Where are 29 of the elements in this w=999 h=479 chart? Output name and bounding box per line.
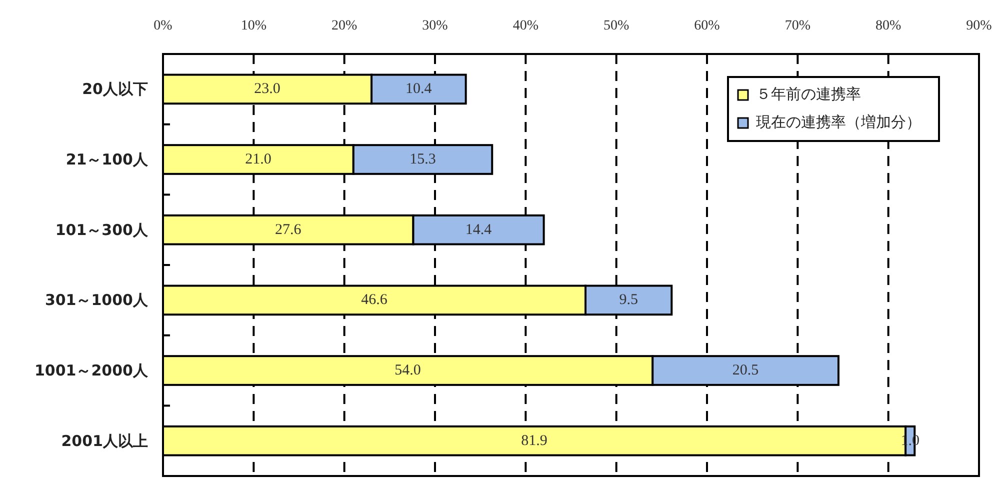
legend-label: 現在の連携率（増加分） [756,114,921,131]
y-tick-label: 301～1000人 [44,291,149,310]
legend-label: ５年前の連携率 [756,86,861,103]
data-label: 27.6 [274,222,302,238]
x-tick-label: 80% [875,18,902,34]
x-tick-label: 70% [784,18,811,34]
data-label: 81.9 [521,432,548,449]
x-tick-label: 30% [422,18,448,34]
x-tick-label: 50% [603,18,630,34]
data-label: 10.4 [406,81,432,98]
data-label: 14.4 [465,222,492,238]
x-tick-label: 60% [694,18,720,34]
y-tick-label: 1001～2000人 [34,362,149,380]
y-tick-label: 20人以下 [82,80,148,98]
data-label: 9.5 [619,292,638,308]
data-label: 23.0 [254,81,280,98]
x-tick-label: 90% [966,18,992,34]
data-label: 21.0 [245,152,272,168]
y-tick-label: 2001人以上 [61,432,148,450]
x-tick-label: 10% [240,18,267,34]
data-label: 15.3 [410,152,436,168]
y-tick-label: 21～100人 [66,150,149,168]
x-tick-label: 40% [512,18,539,34]
y-tick-label: 101～300人 [55,220,149,239]
x-tick-label: 0% [154,18,173,34]
data-label: 46.6 [361,292,388,308]
x-tick-label: 20% [331,18,358,34]
data-label: 20.5 [732,362,759,378]
data-label: 54.0 [394,362,421,378]
